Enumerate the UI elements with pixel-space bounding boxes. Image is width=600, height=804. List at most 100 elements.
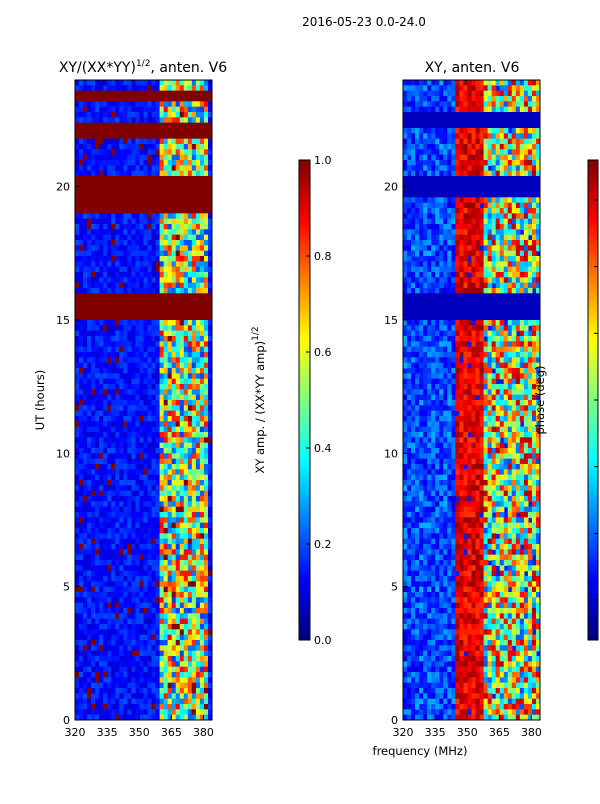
heatmap-cell	[168, 672, 173, 678]
heatmap-cell	[407, 197, 412, 203]
heatmap-cell	[87, 235, 92, 241]
heatmap-cell	[500, 213, 505, 219]
heatmap-cell	[204, 85, 209, 91]
heatmap-cell	[512, 128, 517, 134]
heatmap-cell	[152, 629, 157, 635]
heatmap-cell	[135, 709, 140, 715]
heatmap-cell	[99, 661, 104, 667]
heatmap-cell	[415, 203, 420, 209]
heatmap-cell	[152, 640, 157, 646]
heatmap-cell	[103, 133, 108, 139]
heatmap-cell	[152, 480, 157, 486]
heatmap-cell	[176, 267, 181, 273]
heatmap-cell	[184, 496, 189, 502]
heatmap-cell	[512, 117, 517, 123]
heatmap-cell	[131, 432, 136, 438]
heatmap-cell	[139, 571, 144, 577]
heatmap-cell	[192, 219, 197, 225]
heatmap-cell	[431, 117, 436, 123]
heatmap-cell	[75, 379, 80, 385]
heatmap-cell	[111, 475, 116, 481]
heatmap-cell	[135, 171, 140, 177]
heatmap-cell	[123, 539, 128, 545]
heatmap-cell	[103, 549, 108, 555]
heatmap-cell	[472, 213, 477, 219]
heatmap-cell	[87, 251, 92, 257]
heatmap-cell	[411, 149, 416, 155]
heatmap-cell	[419, 187, 424, 193]
heatmap-cell	[192, 437, 197, 443]
heatmap-cell	[184, 523, 189, 529]
heatmap-cell	[139, 475, 144, 481]
heatmap-cell	[87, 123, 92, 129]
heatmap-cell	[127, 592, 132, 598]
heatmap-cell	[135, 469, 140, 475]
heatmap-cell	[135, 288, 140, 294]
heatmap-cell	[164, 480, 169, 486]
heatmap-cell	[176, 224, 181, 230]
heatmap-cell	[131, 85, 136, 91]
heatmap-cell	[127, 373, 132, 379]
heatmap-cell	[160, 304, 165, 310]
heatmap-cell	[459, 123, 464, 129]
heatmap-cell	[496, 176, 501, 182]
heatmap-cell	[196, 597, 201, 603]
heatmap-cell	[111, 587, 116, 593]
heatmap-cell	[83, 389, 88, 395]
heatmap-cell	[99, 544, 104, 550]
heatmap-cell	[431, 128, 436, 134]
heatmap-cell	[492, 187, 497, 193]
heatmap-cell	[455, 203, 460, 209]
heatmap-cell	[115, 139, 120, 145]
heatmap-cell	[407, 85, 412, 91]
heatmap-cell	[196, 699, 201, 705]
heatmap-cell	[156, 144, 161, 150]
heatmap-cell	[148, 709, 153, 715]
heatmap-cell	[115, 549, 120, 555]
heatmap-cell	[103, 507, 108, 513]
heatmap-cell	[144, 640, 149, 646]
heatmap-cell	[115, 448, 120, 454]
heatmap-cell	[107, 651, 112, 657]
heatmap-cell	[148, 123, 153, 129]
heatmap-cell	[75, 661, 80, 667]
heatmap-cell	[459, 181, 464, 187]
heatmap-cell	[160, 197, 165, 203]
heatmap-cell	[504, 91, 509, 97]
heatmap-cell	[115, 533, 120, 539]
heatmap-cell	[148, 539, 153, 545]
heatmap-cell	[131, 315, 136, 321]
heatmap-cell	[148, 240, 153, 246]
heatmap-cell	[119, 272, 124, 278]
heatmap-cell	[184, 91, 189, 97]
heatmap-cell	[152, 133, 157, 139]
heatmap-cell	[131, 437, 136, 443]
heatmap-cell	[204, 229, 209, 235]
heatmap-cell	[423, 160, 428, 166]
heatmap-cell	[91, 192, 96, 198]
heatmap-cell	[131, 379, 136, 385]
heatmap-cell	[87, 640, 92, 646]
heatmap-cell	[172, 501, 177, 507]
heatmap-cell	[87, 293, 92, 299]
heatmap-cell	[427, 187, 432, 193]
heatmap-cell	[79, 411, 84, 417]
heatmap-cell	[463, 149, 468, 155]
heatmap-cell	[200, 629, 205, 635]
heatmap-cell	[148, 363, 153, 369]
heatmap-cell	[152, 683, 157, 689]
heatmap-cell	[200, 155, 205, 161]
heatmap-cell	[144, 411, 149, 417]
figure-suptitle: 2016-05-23 0.0-24.0	[302, 15, 426, 29]
heatmap-cell	[139, 427, 144, 433]
heatmap-cell	[160, 293, 165, 299]
heatmap-cell	[411, 187, 416, 193]
heatmap-cell	[99, 256, 104, 262]
heatmap-cell	[95, 581, 100, 587]
heatmap-cell	[496, 107, 501, 113]
heatmap-cell	[160, 336, 165, 342]
heatmap-cell	[135, 347, 140, 353]
heatmap-cell	[168, 267, 173, 273]
heatmap-cell	[139, 661, 144, 667]
heatmap-cell	[131, 208, 136, 214]
